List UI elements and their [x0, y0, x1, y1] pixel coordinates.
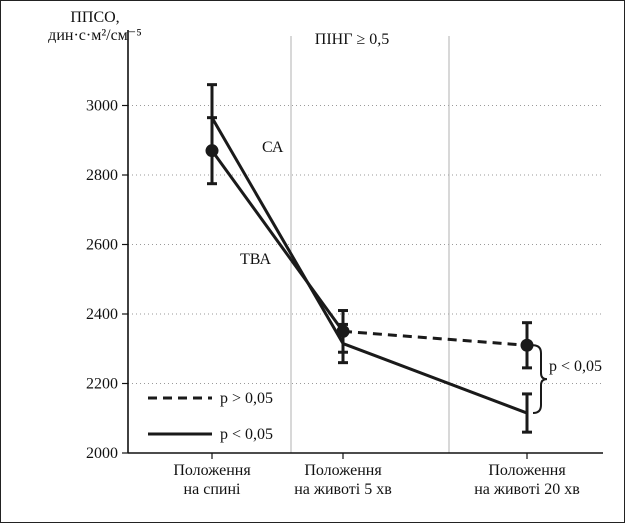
x-tick-label: на животі 5 хв [294, 481, 392, 498]
y-axis-label: ППСО, [70, 9, 119, 26]
series-tva-line [210, 116, 345, 345]
series-sa-line [210, 149, 345, 333]
legend-label-solid: p < 0,05 [220, 426, 273, 443]
series-sa-point [336, 324, 350, 338]
y-tick-label: 3000 [86, 98, 118, 115]
x-tick-label: на спині [184, 481, 241, 498]
y-tick-label: 2400 [86, 306, 118, 323]
significance-bracket [532, 344, 548, 415]
series-sa-point [520, 338, 534, 352]
y-tick-label: 2000 [86, 445, 118, 462]
y-axis-label-units: дин·с·м²/см⁻⁵ [48, 27, 142, 44]
x-tick-label: на животі 20 хв [474, 481, 580, 498]
x-tick-label: Положення [488, 462, 566, 479]
x-tick-label: Положення [173, 462, 251, 479]
series-label-tva: ТВА [240, 251, 271, 268]
y-tick-label: 2200 [86, 376, 118, 393]
labels: ППСО,дин·с·м²/см⁻⁵ ПІНГ ≥ 0,5 СА ТВА p < 0,0… [48, 9, 602, 443]
series-tva-line [342, 342, 528, 415]
series-sa-point [205, 144, 219, 158]
x-tick-label: Положення [304, 462, 382, 479]
axes: 2000 2200 2400 2600 2800 3000 Положення на спин… [86, 30, 603, 498]
series-label-sa: СА [262, 139, 284, 156]
y-tick-label: 2800 [86, 167, 118, 184]
series [205, 83, 534, 434]
significance-label: p < 0,05 [549, 358, 602, 375]
series-sa-line-dashed [342, 329, 528, 347]
legend-label-dashed: p > 0,05 [220, 390, 273, 407]
y-tick-label: 2600 [86, 237, 118, 254]
chart-subtitle: ПІНГ ≥ 0,5 [315, 31, 389, 48]
